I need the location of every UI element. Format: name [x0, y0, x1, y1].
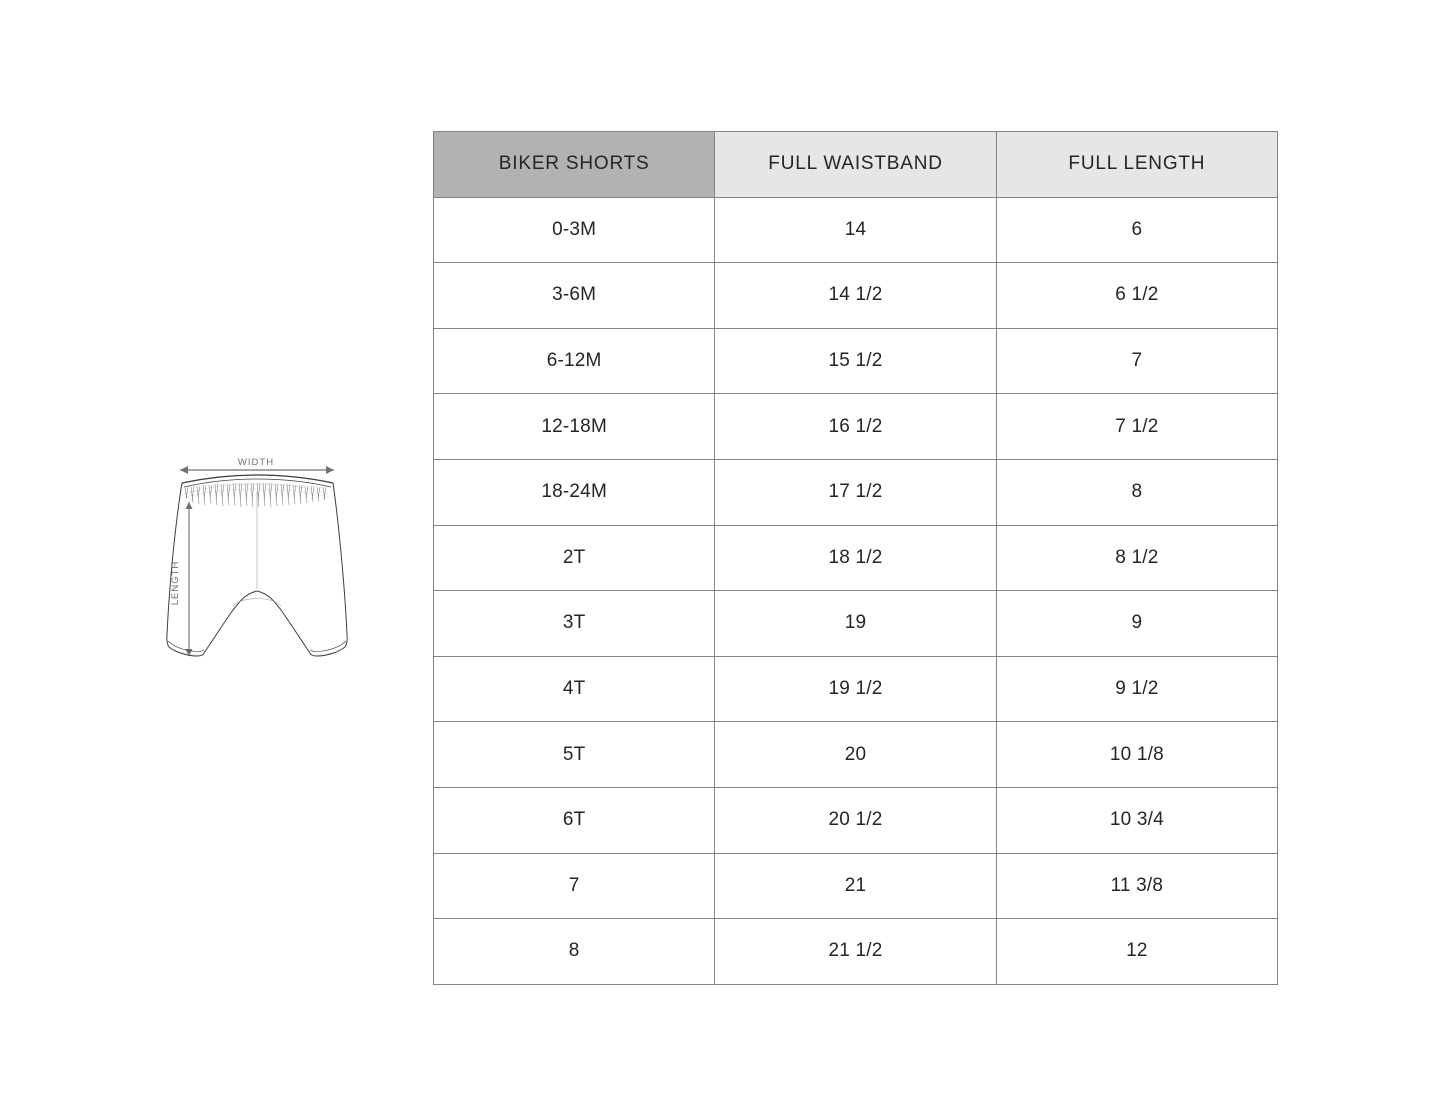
svg-text:WIDTH: WIDTH: [238, 457, 274, 468]
